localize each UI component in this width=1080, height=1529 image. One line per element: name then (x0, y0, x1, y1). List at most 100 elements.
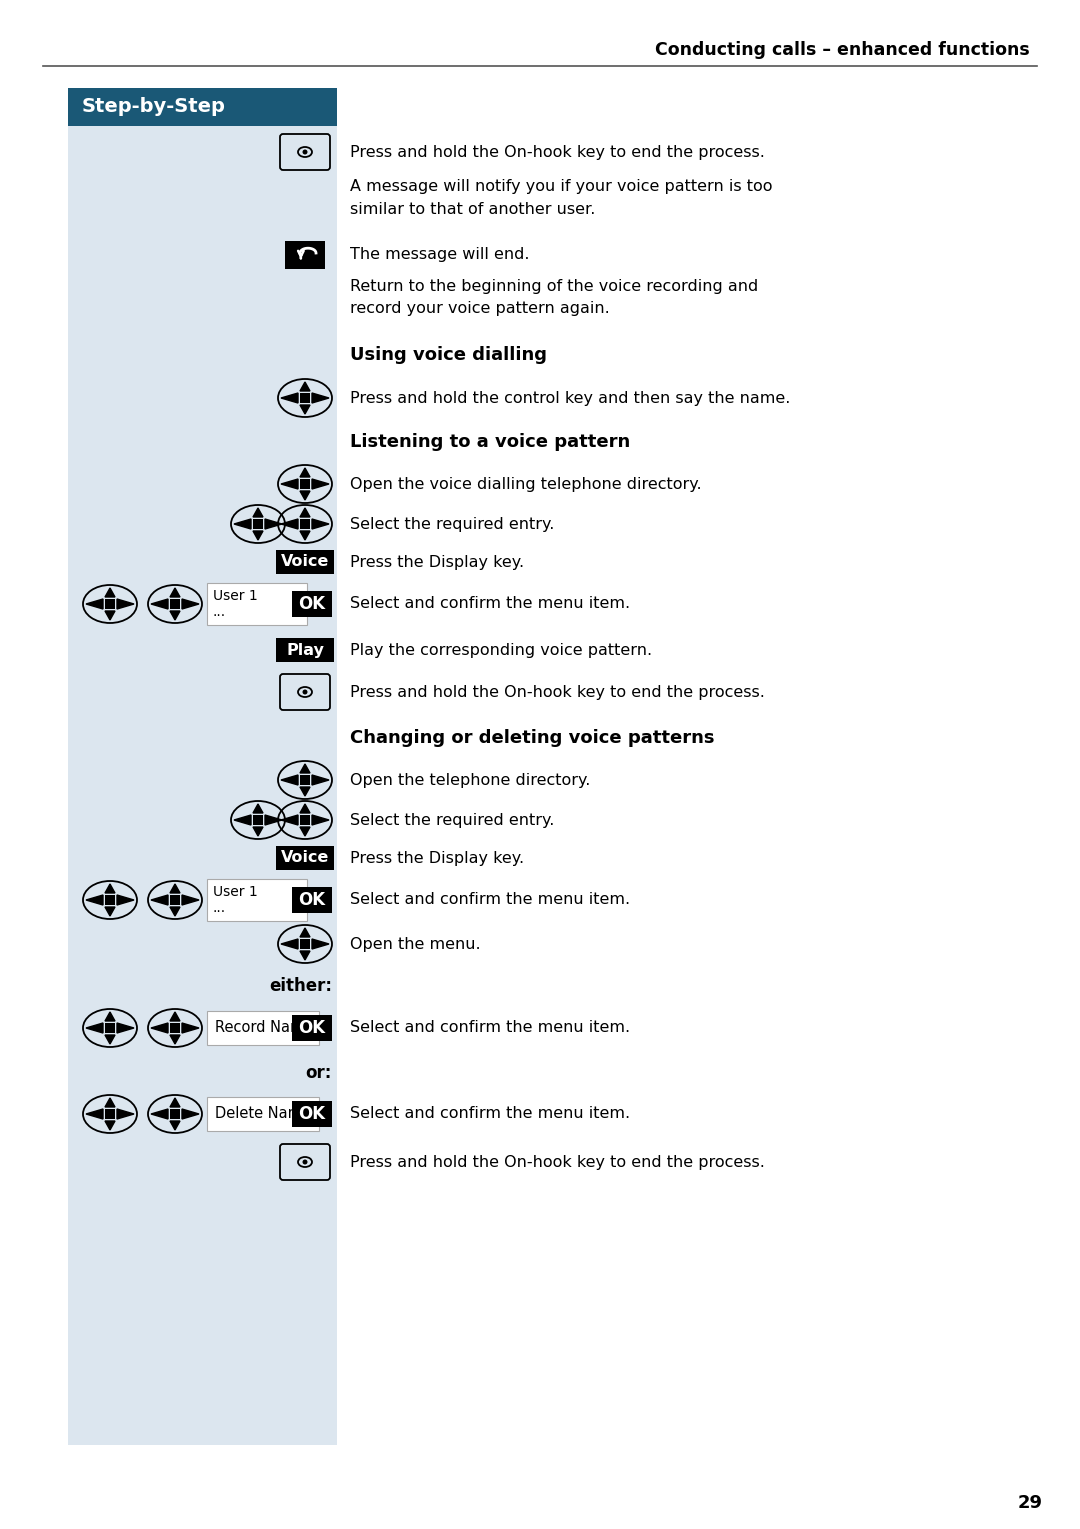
Polygon shape (281, 939, 298, 950)
Text: Listening to a voice pattern: Listening to a voice pattern (350, 433, 631, 451)
Polygon shape (117, 1109, 134, 1119)
FancyBboxPatch shape (170, 894, 180, 905)
Polygon shape (183, 599, 199, 609)
FancyBboxPatch shape (276, 638, 334, 662)
Polygon shape (117, 894, 134, 905)
Text: Press the Display key.: Press the Display key. (350, 555, 524, 569)
Polygon shape (234, 518, 251, 529)
Text: Select the required entry.: Select the required entry. (350, 812, 554, 827)
Polygon shape (117, 1023, 134, 1034)
Text: Voice: Voice (281, 850, 329, 865)
Polygon shape (281, 393, 298, 404)
Polygon shape (265, 518, 282, 529)
FancyBboxPatch shape (105, 1023, 114, 1034)
Polygon shape (281, 775, 298, 784)
Text: A message will notify you if your voice pattern is too: A message will notify you if your voice … (350, 179, 772, 194)
FancyBboxPatch shape (276, 846, 334, 870)
Text: Return to the beginning of the voice recording and: Return to the beginning of the voice rec… (350, 280, 758, 295)
Polygon shape (170, 612, 180, 619)
Polygon shape (86, 599, 103, 609)
Polygon shape (105, 1121, 114, 1130)
FancyBboxPatch shape (276, 550, 334, 573)
FancyBboxPatch shape (68, 125, 337, 1445)
Text: Record Name: Record Name (215, 1020, 313, 1035)
Polygon shape (105, 1012, 114, 1021)
FancyBboxPatch shape (300, 393, 310, 404)
FancyBboxPatch shape (300, 518, 310, 529)
Polygon shape (300, 804, 310, 813)
Polygon shape (300, 468, 310, 477)
Text: OK: OK (298, 595, 325, 613)
Polygon shape (105, 612, 114, 619)
Text: 29: 29 (1017, 1494, 1042, 1512)
Text: Changing or deleting voice patterns: Changing or deleting voice patterns (350, 729, 715, 748)
Polygon shape (300, 491, 310, 500)
Text: Conducting calls – enhanced functions: Conducting calls – enhanced functions (656, 41, 1030, 60)
Text: Voice: Voice (281, 555, 329, 569)
Polygon shape (170, 1121, 180, 1130)
Polygon shape (234, 815, 251, 826)
FancyBboxPatch shape (292, 1101, 332, 1127)
FancyBboxPatch shape (207, 879, 307, 920)
Text: OK: OK (298, 1018, 325, 1037)
FancyBboxPatch shape (300, 775, 310, 784)
Circle shape (302, 690, 308, 694)
Text: record your voice pattern again.: record your voice pattern again. (350, 301, 610, 317)
Text: or:: or: (306, 1064, 332, 1083)
Text: Select and confirm the menu item.: Select and confirm the menu item. (350, 1107, 630, 1121)
Polygon shape (281, 518, 298, 529)
Polygon shape (170, 884, 180, 893)
FancyBboxPatch shape (105, 1109, 114, 1119)
Polygon shape (183, 1109, 199, 1119)
FancyBboxPatch shape (105, 894, 114, 905)
Text: Press and hold the control key and then say the name.: Press and hold the control key and then … (350, 390, 791, 405)
Text: Step-by-Step: Step-by-Step (82, 98, 226, 116)
Text: Press the Display key.: Press the Display key. (350, 850, 524, 865)
Polygon shape (312, 775, 329, 784)
Circle shape (302, 150, 308, 154)
Polygon shape (151, 1109, 168, 1119)
Polygon shape (105, 1098, 114, 1107)
Text: Select and confirm the menu item.: Select and confirm the menu item. (350, 1020, 630, 1035)
Polygon shape (253, 531, 264, 540)
FancyBboxPatch shape (170, 599, 180, 609)
FancyBboxPatch shape (170, 1023, 180, 1034)
Polygon shape (183, 894, 199, 905)
Text: Press and hold the On-hook key to end the process.: Press and hold the On-hook key to end th… (350, 1154, 765, 1170)
FancyBboxPatch shape (300, 815, 310, 826)
Polygon shape (253, 508, 264, 517)
Polygon shape (170, 589, 180, 596)
Text: Play: Play (286, 642, 324, 657)
FancyBboxPatch shape (285, 242, 325, 269)
Text: either:: either: (269, 977, 332, 995)
Polygon shape (300, 827, 310, 836)
FancyBboxPatch shape (207, 1011, 319, 1044)
Polygon shape (253, 804, 264, 813)
Polygon shape (183, 1023, 199, 1034)
Polygon shape (300, 382, 310, 391)
Polygon shape (312, 479, 329, 489)
FancyBboxPatch shape (292, 1015, 332, 1041)
Polygon shape (86, 1109, 103, 1119)
Text: User 1: User 1 (213, 589, 258, 602)
Polygon shape (265, 815, 282, 826)
Text: The message will end.: The message will end. (350, 248, 529, 263)
Polygon shape (281, 815, 298, 826)
Polygon shape (86, 894, 103, 905)
Text: Open the voice dialling telephone directory.: Open the voice dialling telephone direct… (350, 477, 702, 491)
Polygon shape (105, 884, 114, 893)
Polygon shape (300, 951, 310, 960)
FancyBboxPatch shape (300, 939, 310, 950)
Text: Open the telephone directory.: Open the telephone directory. (350, 772, 591, 787)
Polygon shape (105, 589, 114, 596)
Text: Press and hold the On-hook key to end the process.: Press and hold the On-hook key to end th… (350, 145, 765, 159)
FancyBboxPatch shape (253, 815, 264, 826)
FancyBboxPatch shape (300, 479, 310, 489)
Polygon shape (170, 1035, 180, 1044)
FancyBboxPatch shape (207, 583, 307, 625)
Polygon shape (151, 1023, 168, 1034)
Polygon shape (281, 479, 298, 489)
Polygon shape (253, 827, 264, 836)
Text: OK: OK (298, 891, 325, 910)
Text: OK: OK (298, 1105, 325, 1122)
